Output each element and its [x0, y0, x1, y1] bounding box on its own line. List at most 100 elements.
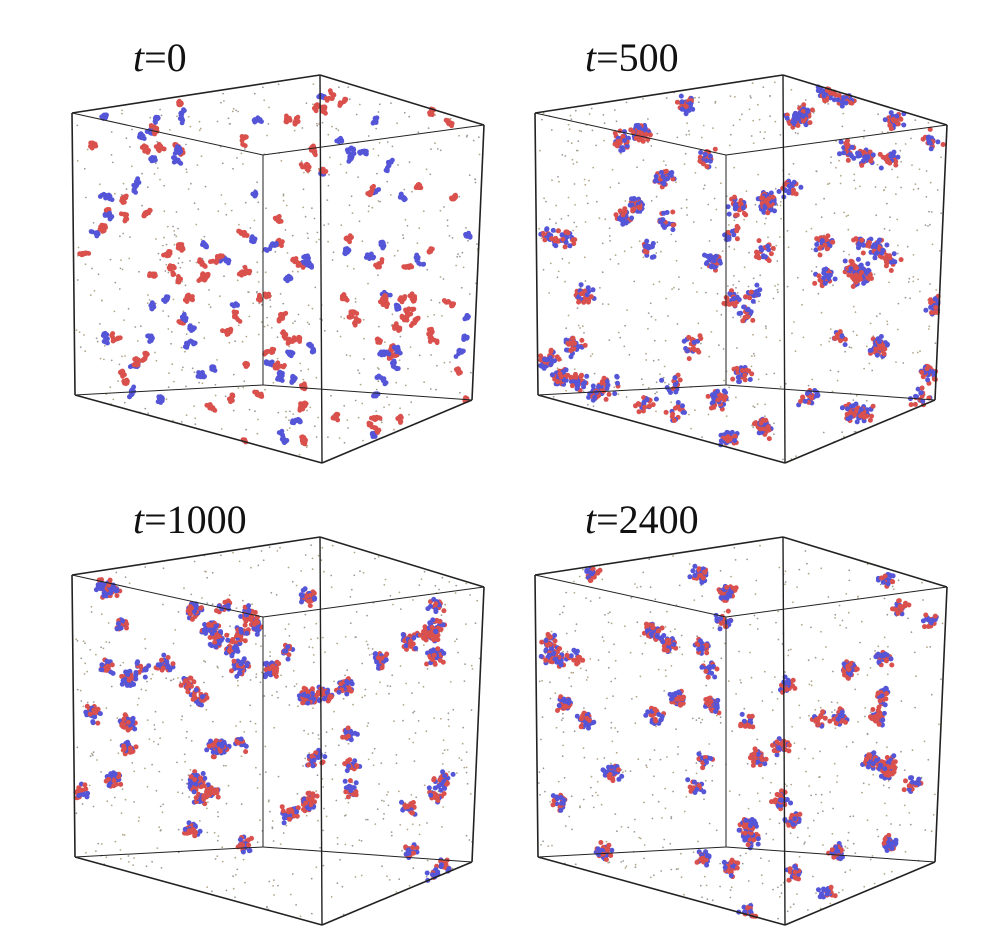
solvent-particle	[447, 718, 450, 721]
solvent-particle	[822, 431, 825, 434]
solvent-particle	[379, 200, 381, 203]
solvent-particle	[182, 310, 185, 313]
solvent-particle	[642, 256, 645, 259]
solvent-particle	[346, 419, 349, 421]
solvent-particle	[381, 865, 383, 868]
polymer-bead	[734, 236, 740, 242]
solvent-particle	[362, 318, 365, 321]
polymer-bead	[453, 354, 459, 359]
polymer-bead	[251, 237, 257, 243]
polymer-bead	[275, 360, 281, 366]
polymer-bead	[650, 241, 656, 246]
solvent-particle	[810, 270, 813, 273]
solvent-particle	[602, 114, 605, 116]
solvent-particle	[312, 707, 314, 709]
solvent-particle	[727, 285, 729, 287]
polymer-bead	[287, 115, 292, 121]
solvent-particle	[312, 103, 314, 106]
solvent-particle	[376, 172, 378, 175]
polymer-bead	[372, 116, 378, 121]
solvent-particle	[916, 229, 919, 232]
solvent-particle	[377, 380, 380, 383]
solvent-particle	[131, 128, 133, 131]
solvent-particle	[228, 341, 231, 344]
solvent-particle	[118, 288, 121, 290]
solvent-particle	[678, 276, 680, 278]
solvent-particle	[375, 410, 378, 412]
solvent-particle	[103, 345, 106, 347]
solvent-particle	[917, 278, 919, 281]
solvent-particle	[275, 594, 278, 596]
polymer-bead	[567, 243, 573, 249]
solvent-particle	[854, 311, 857, 313]
polymer-bead	[553, 243, 559, 249]
solvent-particle	[110, 804, 113, 807]
solvent-particle	[216, 120, 219, 123]
solvent-particle	[193, 405, 196, 407]
solvent-particle	[776, 288, 779, 291]
polymer-bead	[343, 251, 348, 257]
polymer-bead	[622, 138, 627, 143]
solvent-particle	[670, 233, 673, 236]
solvent-particle	[655, 391, 658, 393]
solvent-particle	[891, 168, 893, 171]
solvent-particle	[462, 266, 465, 269]
polymer-bead	[569, 383, 575, 389]
solvent-particle	[468, 174, 471, 177]
solvent-particle	[929, 181, 932, 184]
solvent-particle	[194, 423, 197, 426]
solvent-particle	[313, 425, 316, 428]
solvent-particle	[324, 745, 327, 747]
solvent-particle	[304, 215, 307, 218]
solvent-particle	[604, 218, 607, 221]
solvent-particle	[363, 358, 365, 360]
solvent-particle	[193, 202, 196, 205]
polymer-bead	[825, 233, 831, 239]
solvent-particle	[774, 120, 777, 123]
polymer-bead	[88, 143, 93, 149]
polymer-bead	[798, 398, 804, 404]
solvent-particle	[654, 392, 657, 395]
solvent-particle	[897, 302, 900, 305]
solvent-particle	[598, 217, 601, 220]
polymer-bead	[851, 403, 856, 409]
solvent-particle	[171, 363, 174, 366]
solvent-particle	[692, 282, 694, 284]
polymer-bead	[898, 116, 904, 122]
solvent-particle	[99, 323, 101, 325]
solvent-particle	[403, 188, 406, 191]
solvent-particle	[285, 416, 287, 419]
solvent-particle	[166, 225, 169, 228]
solvent-particle	[155, 238, 157, 240]
solvent-particle	[852, 330, 855, 333]
solvent-particle	[728, 144, 731, 147]
solvent-particle	[685, 206, 688, 209]
solvent-particle	[667, 383, 670, 386]
polymer-bead	[800, 394, 806, 400]
solvent-particle	[358, 220, 361, 223]
solvent-particle	[316, 124, 319, 127]
solvent-particle	[456, 255, 459, 258]
solvent-particle	[200, 238, 203, 241]
solvent-particle	[165, 243, 168, 246]
cube-edge	[471, 124, 485, 401]
solvent-particle	[883, 189, 886, 191]
solvent-particle	[164, 270, 167, 272]
solvent-particle	[852, 305, 855, 308]
solvent-particle	[122, 232, 125, 235]
solvent-particle	[377, 200, 380, 202]
polymer-bead	[105, 207, 110, 212]
solvent-particle	[438, 588, 440, 591]
polymer-bead	[541, 365, 547, 371]
solvent-particle	[550, 129, 553, 131]
polymer-bead	[659, 377, 665, 383]
solvent-particle	[386, 180, 389, 183]
polymer-bead	[373, 262, 378, 268]
polymer-bead	[924, 366, 930, 372]
solvent-particle	[131, 762, 134, 764]
polymer-bead	[845, 157, 851, 163]
solvent-particle	[573, 221, 576, 224]
solvent-particle	[434, 142, 436, 145]
polymer-bead	[187, 323, 193, 329]
solvent-particle	[300, 160, 303, 163]
